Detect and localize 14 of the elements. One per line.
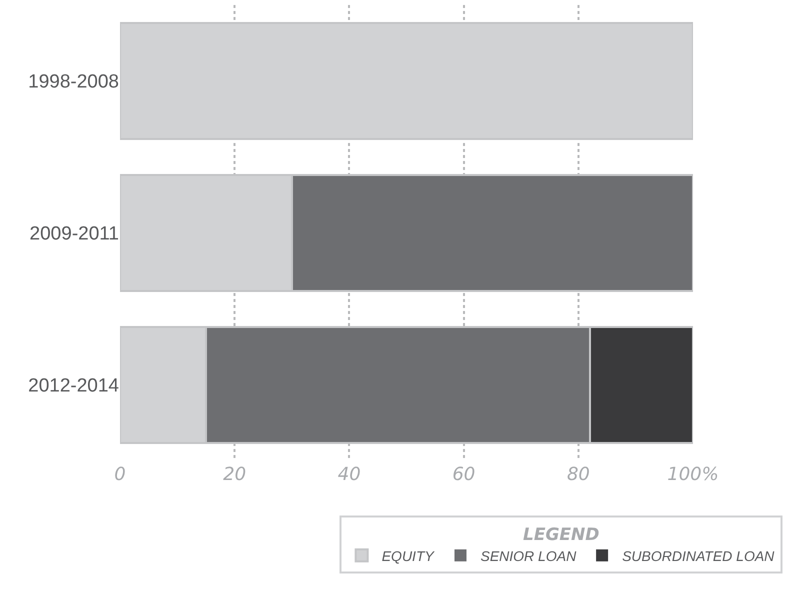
legend-label: SENIOR LOAN — [480, 548, 578, 564]
x-tick-label: 100% — [667, 464, 719, 485]
legend-label: SUBORDINATED LOAN — [622, 548, 776, 564]
bar — [120, 22, 693, 140]
x-tick-label: 20 — [223, 464, 246, 485]
x-tick-label: 40 — [338, 464, 361, 485]
y-tick-label: 2009-2011 — [30, 224, 119, 245]
x-tick-label: 0 — [114, 464, 126, 485]
legend-label: EQUITY — [382, 548, 436, 564]
y-tick-label: 1998-2008 — [28, 72, 119, 93]
x-tick-label: 60 — [452, 464, 476, 485]
legend-title: LEGEND — [523, 524, 600, 545]
y-tick-label: 2012-2014 — [28, 376, 120, 397]
x-tick-label: 80 — [566, 464, 590, 485]
